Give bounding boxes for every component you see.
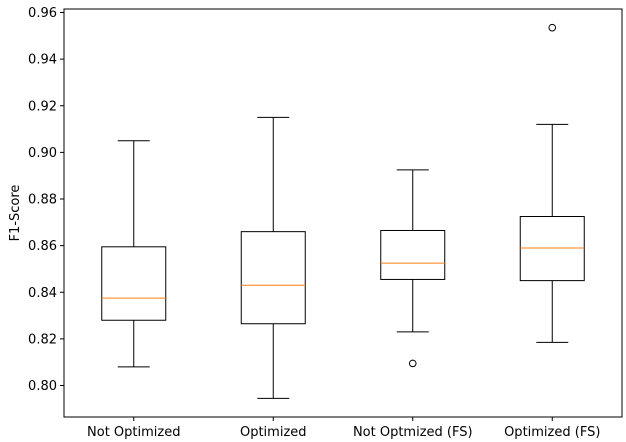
box-2 [240,116,306,399]
y-tick-label: 0.82 [28,332,57,347]
x-tick-label: Not Optimized [87,425,180,440]
y-tick-label: 0.84 [28,286,57,301]
y-tick-label: 0.96 [28,6,57,21]
y-tick-label: 0.88 [28,193,57,208]
plot-area [63,8,623,418]
y-axis: 0.80 0.82 0.84 0.86 0.88 0.90 0.92 0.94 0.96 [28,6,64,394]
y-tick-label: 0.80 [28,379,57,394]
y-tick-label: 0.94 [28,53,57,68]
box-iqr [519,215,585,282]
y-axis-label: F1-Score [8,185,23,242]
outlier-point [408,359,417,368]
y-tick-label: 0.86 [28,239,57,254]
x-axis: Not Optimized Optimized Not Optmized (FS) O… [87,417,600,440]
box-1 [101,140,167,368]
box-iqr [380,229,446,280]
y-tick-label: 0.92 [28,99,57,114]
x-tick-label: Not Optmized (FS) [353,425,473,440]
outlier-point [548,23,557,32]
box-4 [519,23,585,343]
x-tick-label: Optimized (FS) [504,425,600,440]
box-3 [380,169,446,368]
boxes-layer [101,23,585,399]
box-iqr [101,246,167,321]
y-tick-label: 0.90 [28,146,57,161]
x-tick-label: Optimized [240,425,307,440]
box-iqr [240,231,306,325]
